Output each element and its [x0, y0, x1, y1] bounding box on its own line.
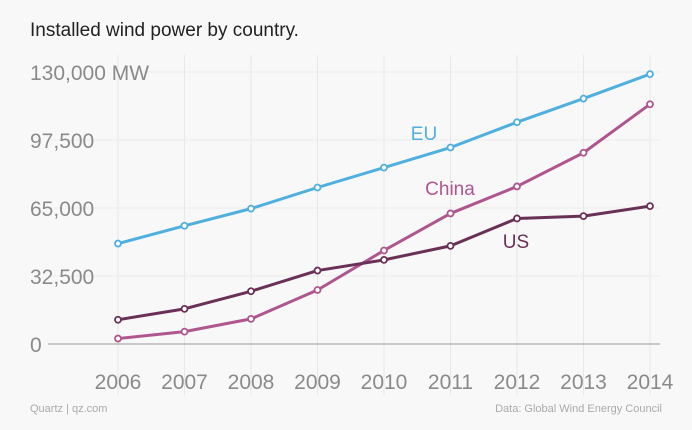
- data-point-china: [380, 246, 388, 255]
- y-tick-label: 32,500: [30, 266, 94, 289]
- data-point-china: [313, 286, 322, 294]
- y-tick-label: 97,500: [30, 130, 94, 153]
- data-point-us: [380, 255, 388, 264]
- series-label-eu: EU: [411, 124, 437, 145]
- data-point-us: [313, 266, 322, 275]
- x-tick-label: 2014: [627, 371, 674, 394]
- data-point-china: [180, 327, 189, 336]
- data-point-eu: [380, 163, 388, 172]
- x-tick-label: 2010: [361, 371, 408, 394]
- data-point-china: [114, 334, 122, 343]
- x-tick-label: 2011: [428, 371, 473, 394]
- data-point-eu: [579, 94, 588, 103]
- data-point-china: [247, 314, 255, 323]
- data-point-china: [646, 100, 654, 109]
- x-tick-label: 2007: [161, 371, 208, 394]
- data-point-eu: [313, 183, 322, 192]
- data-point-us: [114, 315, 122, 324]
- x-tick-label: 2006: [95, 371, 142, 394]
- x-tick-label: 2008: [228, 371, 275, 394]
- data-point-us: [579, 212, 588, 221]
- data-point-us: [180, 304, 189, 313]
- data-point-china: [579, 148, 588, 157]
- data-point-eu: [513, 118, 521, 127]
- y-tick-label: 130,000 MW: [30, 62, 149, 85]
- y-tick-label: 65,000: [30, 198, 94, 221]
- chart-title: Installed wind power by country.: [30, 20, 299, 41]
- x-tick-label: 2012: [494, 371, 541, 394]
- series-label-us: US: [503, 232, 529, 253]
- data-point-eu: [180, 221, 189, 230]
- y-tick-label: 0: [30, 334, 42, 357]
- data-point-china: [446, 209, 455, 218]
- data-point-us: [513, 214, 521, 223]
- x-tick-label: 2013: [560, 371, 607, 394]
- data-point-china: [513, 182, 521, 191]
- footer-credit: Quartz | qz.com: [30, 403, 108, 415]
- data-point-eu: [114, 239, 122, 248]
- data-point-us: [446, 241, 455, 250]
- data-point-eu: [646, 70, 654, 78]
- data-point-us: [247, 287, 255, 296]
- series-label-china: China: [425, 179, 475, 200]
- x-tick-label: 2009: [294, 371, 341, 394]
- data-point-us: [646, 202, 654, 211]
- footer-source: Data: Global Wind Energy Council: [495, 403, 662, 415]
- data-point-eu: [247, 204, 255, 213]
- data-point-eu: [446, 143, 455, 152]
